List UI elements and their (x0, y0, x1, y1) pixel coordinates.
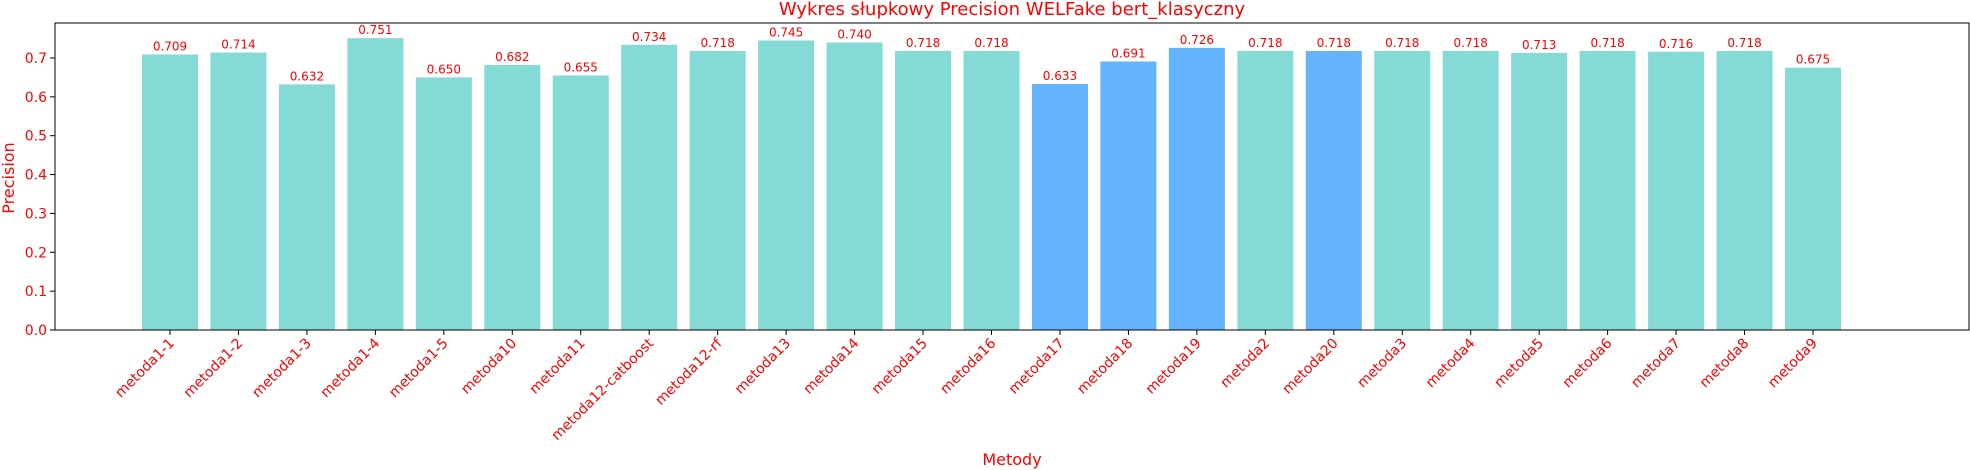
data-label-metoda11: 0.655 (564, 60, 598, 74)
x-tick-label-metoda1-2: metoda1-2 (181, 336, 247, 402)
x-tick-label-metoda13: metoda13 (732, 336, 794, 398)
y-tick-label: 0.6 (25, 90, 47, 106)
bar-metoda1-4 (347, 38, 404, 330)
chart-title: Wykres słupkowy Precision WELFake bert_k… (779, 0, 1246, 20)
y-tick-label: 0.1 (25, 284, 47, 300)
x-tick-label-metoda11: metoda11 (527, 336, 589, 398)
bar-metoda7 (1648, 51, 1705, 331)
x-tick-label-metoda2: metoda2 (1218, 336, 1274, 392)
data-label-metoda6: 0.718 (1590, 36, 1624, 50)
data-label-metoda7: 0.716 (1659, 37, 1693, 51)
x-tick-label-metoda14: metoda14 (800, 335, 862, 397)
data-label-metoda1-2: 0.714 (221, 38, 255, 52)
y-axis-label: Precision (0, 142, 18, 213)
bar-metoda12-catboost (621, 44, 678, 330)
bar-metoda20 (1305, 50, 1362, 331)
data-label-metoda8: 0.718 (1727, 36, 1761, 50)
data-label-metoda18: 0.691 (1111, 46, 1145, 60)
bar-metoda8 (1716, 50, 1773, 331)
x-tick-label-metoda10: metoda10 (458, 336, 520, 398)
bar-metoda4 (1442, 50, 1499, 331)
data-labels-group: 0.709 0.714 0.632 0.751 0.650 0.682 0.655 0.734… (153, 23, 1830, 83)
y-tick-label: 0.7 (25, 51, 47, 67)
data-label-metoda1-1: 0.709 (153, 39, 187, 53)
data-label-metoda12-catboost: 0.734 (632, 30, 666, 44)
y-tick-label: 0.4 (25, 168, 47, 184)
x-tick-label-metoda1-1: metoda1-1 (112, 336, 178, 402)
data-label-metoda17: 0.633 (1043, 69, 1077, 83)
x-tick-label-metoda16: metoda16 (937, 335, 999, 397)
bars-group (142, 38, 1841, 331)
data-label-metoda3: 0.718 (1385, 36, 1419, 50)
x-tick-label-metoda9: metoda9 (1765, 336, 1821, 392)
data-label-metoda1-3: 0.632 (290, 69, 324, 83)
data-label-metoda13: 0.745 (769, 25, 803, 39)
bar-metoda9 (1785, 67, 1841, 330)
bar-metoda1-2 (210, 52, 267, 330)
x-tick-label-metoda5: metoda5 (1491, 336, 1547, 392)
x-tick-label-metoda3: metoda3 (1354, 336, 1410, 392)
data-label-metoda1-4: 0.751 (358, 23, 392, 37)
bar-metoda10 (484, 64, 541, 331)
x-tick-label-metoda12-rf: metoda12-rf (652, 335, 726, 409)
plot-frame (54, 22, 1970, 331)
data-label-metoda9: 0.675 (1796, 53, 1830, 67)
bar-metoda1-1 (142, 54, 198, 331)
x-axis: metoda1-1 metoda1-2 metoda1-3 metoda1-4 meto… (112, 330, 1821, 444)
bar-metoda11 (552, 75, 609, 330)
x-tick-label-metoda8: metoda8 (1697, 336, 1753, 392)
y-tick-label: 0.2 (25, 245, 47, 261)
bar-metoda6 (1579, 50, 1636, 331)
x-tick-label-metoda19: metoda19 (1143, 336, 1205, 398)
bar-metoda14 (826, 42, 883, 330)
x-tick-label-metoda1-5: metoda1-5 (386, 336, 452, 402)
data-label-metoda5: 0.713 (1522, 38, 1556, 52)
x-tick-label-metoda1-3: metoda1-3 (249, 336, 315, 402)
bar-metoda16 (963, 50, 1020, 331)
x-tick-label-metoda1-4: metoda1-4 (318, 335, 384, 401)
data-label-metoda10: 0.682 (495, 50, 529, 64)
y-tick-label: 0.0 (25, 323, 47, 339)
bar-metoda1-5 (415, 77, 472, 330)
data-label-metoda4: 0.718 (1454, 36, 1488, 50)
y-tick-label: 0.3 (25, 206, 47, 222)
x-tick-label-metoda7: metoda7 (1628, 336, 1684, 392)
x-tick-label-metoda6: metoda6 (1560, 335, 1616, 391)
data-label-metoda15: 0.718 (906, 36, 940, 50)
data-label-metoda19: 0.726 (1180, 33, 1214, 47)
x-tick-label-metoda4: metoda4 (1423, 335, 1479, 391)
data-label-metoda16: 0.718 (974, 36, 1008, 50)
data-label-metoda12-rf: 0.718 (700, 36, 734, 50)
bar-metoda2 (1237, 50, 1294, 331)
x-tick-label-metoda17: metoda17 (1006, 336, 1068, 398)
bar-metoda18 (1100, 61, 1157, 330)
data-label-metoda2: 0.718 (1248, 36, 1282, 50)
y-axis: 0.0 0.1 0.2 0.3 0.4 0.5 0.6 0.7 (25, 51, 55, 339)
bar-metoda13 (758, 40, 815, 331)
y-tick-label: 0.5 (25, 129, 47, 145)
bar-metoda17 (1031, 84, 1088, 331)
bar-metoda3 (1374, 50, 1431, 331)
data-label-metoda1-5: 0.650 (427, 62, 461, 76)
bar-metoda12-rf (689, 50, 746, 331)
data-label-metoda14: 0.740 (837, 27, 871, 41)
x-tick-label-metoda18: metoda18 (1074, 336, 1136, 398)
x-tick-label-metoda20: metoda20 (1280, 336, 1342, 398)
x-tick-label-metoda15: metoda15 (869, 336, 931, 398)
bar-metoda15 (895, 50, 952, 331)
bar-metoda5 (1511, 52, 1568, 330)
x-axis-label: Metody (982, 450, 1041, 469)
bar-metoda19 (1168, 47, 1225, 331)
data-label-metoda20: 0.718 (1317, 36, 1351, 50)
bar-metoda1-3 (278, 84, 335, 331)
